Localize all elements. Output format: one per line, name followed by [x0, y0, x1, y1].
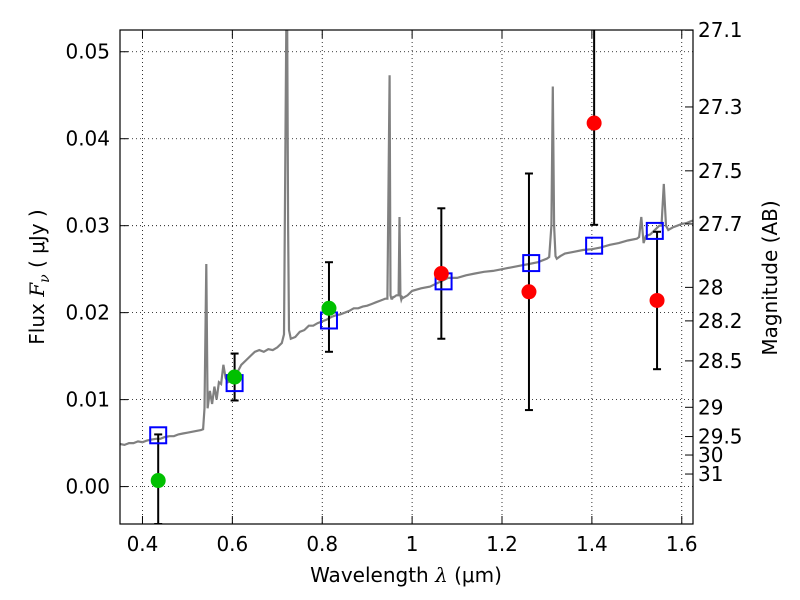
- plot-background: [120, 30, 693, 524]
- model-photometry-square: [585, 236, 604, 255]
- red-data-point: [521, 284, 537, 300]
- y2-tick-label: 29.5: [698, 425, 743, 449]
- x-tick-label: 1: [406, 532, 419, 556]
- model-photometry-square: [522, 254, 541, 273]
- y-tick-label: 0.00: [65, 475, 110, 499]
- green-data-point: [227, 369, 243, 385]
- x-tick-label: 1.2: [486, 532, 518, 556]
- y-tick-label: 0.05: [65, 40, 110, 64]
- y-axis-title: Flux Fν ( μJy ): [25, 209, 53, 344]
- y2-tick-label: 27.7: [698, 212, 743, 236]
- green-data-point: [321, 300, 337, 316]
- y2-tick-label: 28.5: [698, 349, 743, 373]
- y2-tick-label: 28: [698, 275, 723, 299]
- y2-tick-label: 29: [698, 395, 723, 419]
- y2-tick-label: 27.3: [698, 95, 743, 119]
- plot-frame: [119, 29, 694, 525]
- x-tick-label: 1.6: [666, 532, 698, 556]
- y-tick-label: 0.02: [65, 301, 110, 325]
- y2-tick-label: 27.1: [698, 18, 743, 42]
- y2-tick-label: 27.5: [698, 159, 743, 183]
- green-data-point: [150, 473, 166, 489]
- red-data-point: [586, 115, 602, 131]
- y-tick-label: 0.04: [65, 127, 110, 151]
- x-tick-label: 0.6: [216, 532, 248, 556]
- model-spectrum-line: [120, 30, 693, 447]
- axis-ticks: [120, 29, 693, 524]
- red-data-point: [433, 266, 449, 282]
- y2-axis-title: Magnitude (AB): [758, 200, 782, 355]
- y-tick-label: 0.01: [65, 388, 110, 412]
- y2-tick-label: 31: [698, 462, 723, 486]
- x-tick-label: 1.4: [576, 532, 608, 556]
- y2-tick-label: 28.2: [698, 309, 743, 333]
- model-photometry-square: [149, 426, 168, 445]
- y2-tick-label: 30: [698, 443, 723, 467]
- x-axis-title: Wavelength λ (μm): [310, 563, 502, 587]
- y-tick-labels: 0.00 0.01 0.02 0.03 0.04 0.05: [65, 40, 110, 499]
- red-data-point: [649, 292, 665, 308]
- observed-points: [150, 115, 665, 489]
- x-tick-label: 0.8: [306, 532, 338, 556]
- y-tick-label: 0.03: [65, 214, 110, 238]
- x-tick-label: 0.4: [127, 532, 159, 556]
- x-tick-labels: 0.4 0.6 0.8 1 1.2 1.4 1.6: [127, 532, 698, 556]
- model-photometry-square: [645, 221, 664, 240]
